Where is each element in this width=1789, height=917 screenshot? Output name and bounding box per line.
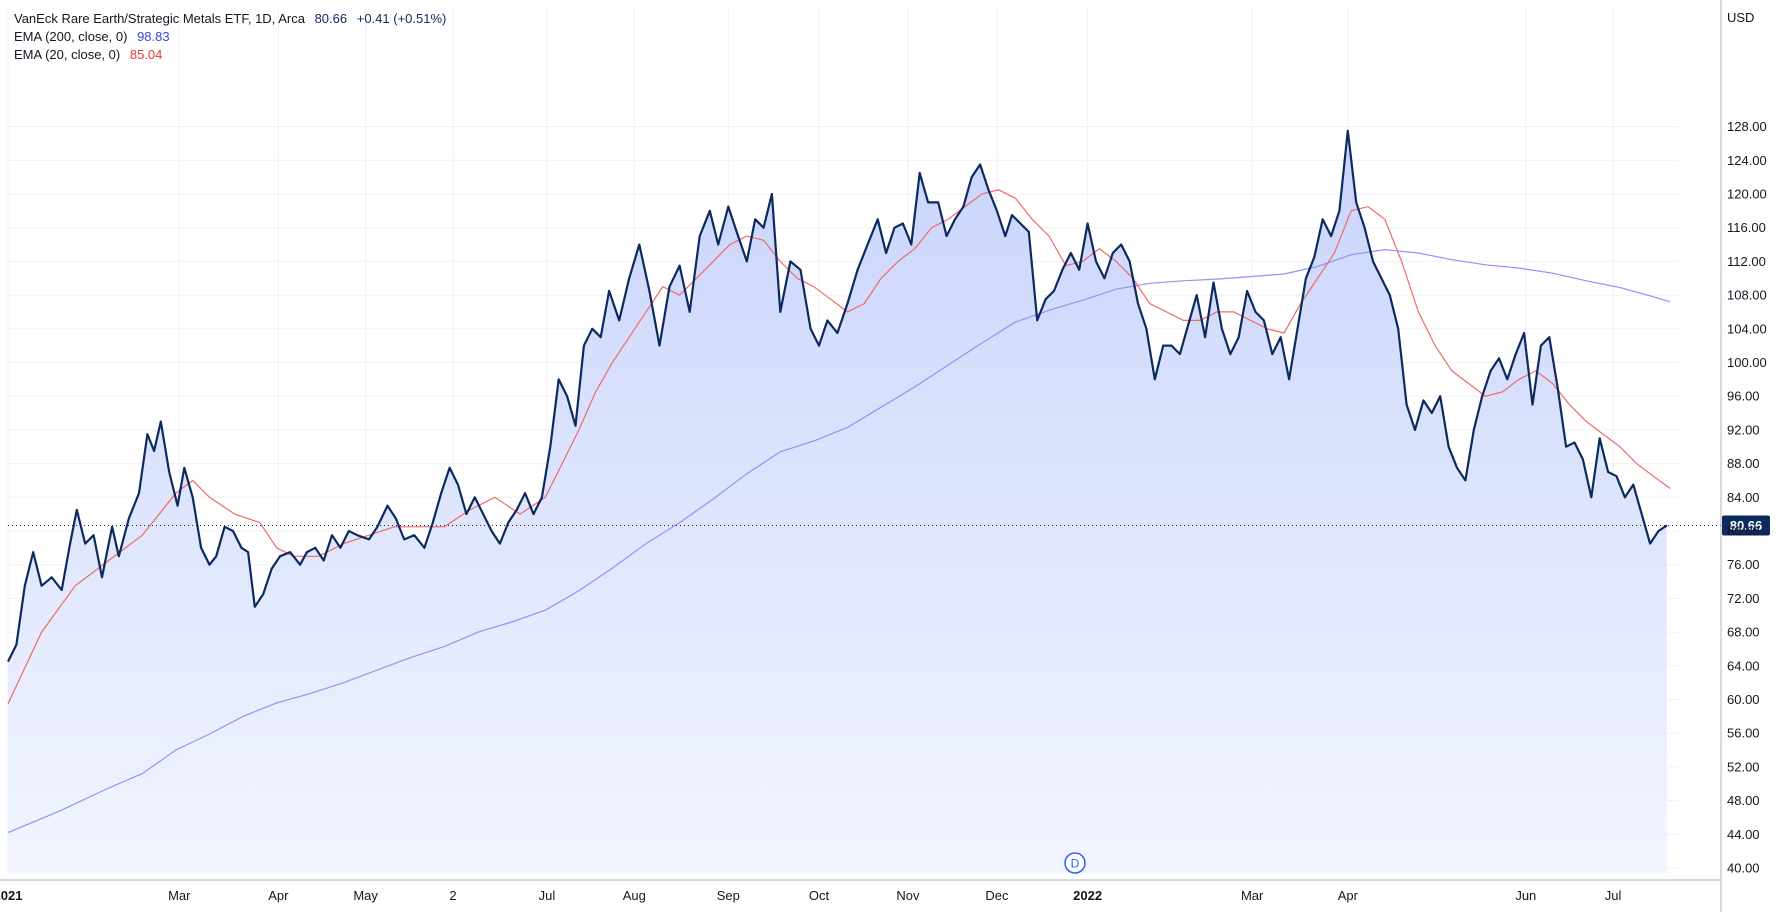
x-tick-label: 2 [449, 888, 456, 903]
instrument-label: VanEck Rare Earth/Strategic Metals ETF, … [14, 11, 305, 26]
x-tick-label: Jul [539, 888, 556, 903]
price-change: +0.41 (+0.51%) [356, 11, 447, 26]
chart-legend: VanEck Rare Earth/Strategic Metals ETF, … [14, 10, 446, 64]
last-price-tag-label: 80.66 [1730, 518, 1763, 533]
x-tick-label: Apr [268, 888, 289, 903]
last-price-value: 80.66 [314, 11, 348, 26]
x-tick-label: Mar [1241, 888, 1264, 903]
y-tick-label: 80.00 [1727, 524, 1760, 539]
y-tick-label: 92.00 [1727, 422, 1760, 437]
ema20-series [7, 189, 1671, 704]
y-tick-label: 104.00 [1727, 321, 1767, 336]
x-tick-label: 2022 [1073, 888, 1102, 903]
legend-price-row[interactable]: VanEck Rare Earth/Strategic Metals ETF, … [14, 10, 446, 28]
dividend-marker-icon[interactable] [1064, 852, 1086, 874]
y-tick-label: 88.00 [1727, 456, 1760, 471]
y-tick-label: 56.00 [1727, 726, 1760, 741]
y-tick-label: 96.00 [1727, 389, 1760, 404]
price-line [7, 129, 1668, 663]
x-tick-label: Aug [623, 888, 646, 903]
price-series [7, 129, 1668, 663]
x-tick-label: Apr [1338, 888, 1359, 903]
x-tick-label: Nov [896, 888, 920, 903]
price-area-fill [8, 130, 1667, 874]
last-price-tag [1722, 515, 1770, 536]
x-tick-label: 2021 [0, 888, 22, 903]
y-tick-label: 68.00 [1727, 625, 1760, 640]
ema200-line [7, 248, 1671, 834]
x-tick-label: May [353, 888, 378, 903]
y-tick-label: 40.00 [1727, 861, 1760, 876]
x-tick-label: Sep [717, 888, 740, 903]
y-tick-label: 128.00 [1727, 119, 1767, 134]
y-tick-label: 72.00 [1727, 591, 1760, 606]
y-tick-label: 60.00 [1727, 692, 1760, 707]
y-tick-label: 48.00 [1727, 793, 1760, 808]
y-tick-label: 100.00 [1727, 355, 1767, 370]
x-tick-label: Jul [1605, 888, 1622, 903]
ema20-label: EMA (20, close, 0) [14, 47, 121, 62]
y-tick-label: 76.00 [1727, 557, 1760, 572]
y-tick-label: 108.00 [1727, 288, 1767, 303]
event-marker-group[interactable]: D [1064, 852, 1086, 874]
y-tick-label: 44.00 [1727, 827, 1760, 842]
legend-ema200-row[interactable]: EMA (200, close, 0) 98.83 [14, 28, 446, 46]
y-tick-label: 120.00 [1727, 187, 1767, 202]
dividend-marker-label: D [1071, 857, 1080, 871]
y-tick-label: 124.00 [1727, 153, 1767, 168]
y-tick-label: 64.00 [1727, 658, 1760, 673]
y-tick-label: 112.00 [1727, 254, 1766, 269]
legend-ema20-row[interactable]: EMA (20, close, 0) 85.04 [14, 46, 446, 64]
price-area [8, 130, 1667, 874]
ema20-line [7, 189, 1671, 704]
x-tick-label: Oct [809, 888, 830, 903]
x-tick-label: Dec [985, 888, 1009, 903]
x-tick-label: Mar [168, 888, 191, 903]
ema200-label: EMA (200, close, 0) [14, 29, 128, 44]
y-tick-label: 116.00 [1727, 220, 1766, 235]
ema200-series [7, 248, 1671, 834]
y-tick-label: 84.00 [1727, 490, 1760, 505]
ema20-value: 85.04 [129, 47, 163, 62]
y-tick-label: 52.00 [1727, 759, 1760, 774]
currency-label: USD [1727, 10, 1754, 25]
last-price-line: 80.66 [8, 515, 1770, 536]
x-tick-label: Jun [1515, 888, 1536, 903]
ema200-value: 98.83 [137, 29, 170, 44]
